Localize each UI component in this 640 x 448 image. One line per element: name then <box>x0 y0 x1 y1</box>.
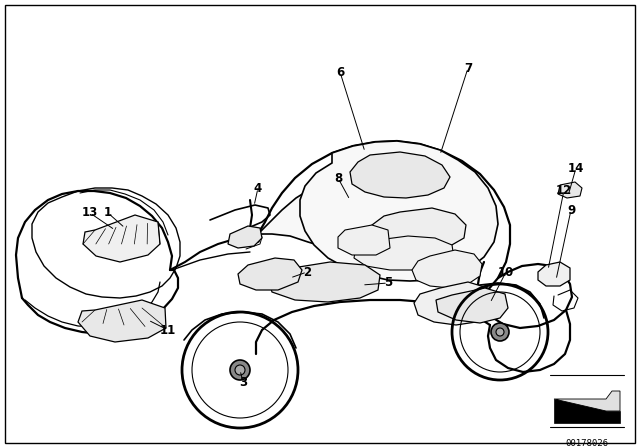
Text: 3: 3 <box>239 375 247 388</box>
Polygon shape <box>372 208 466 250</box>
Text: 13: 13 <box>82 207 98 220</box>
Polygon shape <box>16 143 576 380</box>
Circle shape <box>496 328 504 336</box>
Polygon shape <box>258 172 436 254</box>
Polygon shape <box>268 262 380 302</box>
Polygon shape <box>78 300 166 342</box>
Text: 14: 14 <box>568 161 584 175</box>
Polygon shape <box>538 262 570 286</box>
Polygon shape <box>554 391 620 411</box>
Text: 4: 4 <box>254 181 262 194</box>
Polygon shape <box>350 152 450 198</box>
Text: 11: 11 <box>160 323 176 336</box>
Polygon shape <box>414 282 496 325</box>
Polygon shape <box>554 399 620 423</box>
Polygon shape <box>300 141 498 281</box>
Text: 1: 1 <box>104 207 112 220</box>
Text: 5: 5 <box>384 276 392 289</box>
Text: 2: 2 <box>303 266 311 279</box>
Polygon shape <box>228 226 262 248</box>
Text: 6: 6 <box>336 65 344 78</box>
Text: 10: 10 <box>498 266 514 279</box>
Text: 9: 9 <box>567 203 575 216</box>
Text: 12: 12 <box>556 184 572 197</box>
Text: 8: 8 <box>334 172 342 185</box>
Polygon shape <box>412 250 482 288</box>
Text: 00178026: 00178026 <box>566 439 609 448</box>
Circle shape <box>230 360 250 380</box>
Circle shape <box>235 365 245 375</box>
Polygon shape <box>436 288 508 323</box>
Text: 7: 7 <box>464 61 472 74</box>
Polygon shape <box>338 225 390 255</box>
Circle shape <box>491 323 509 341</box>
Polygon shape <box>83 215 160 262</box>
Polygon shape <box>238 258 302 290</box>
Polygon shape <box>558 182 582 198</box>
Polygon shape <box>354 236 454 270</box>
